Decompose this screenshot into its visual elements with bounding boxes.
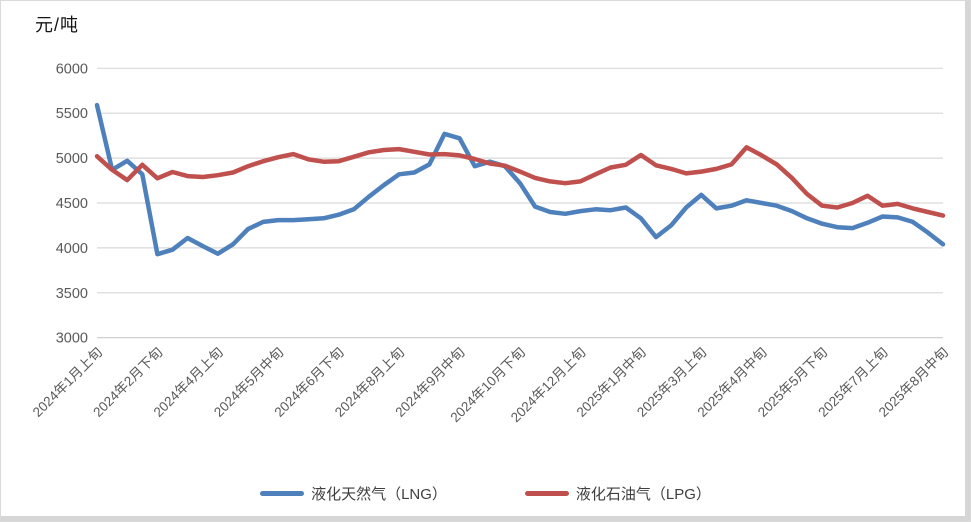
- y-tick-label: 3000: [56, 331, 88, 347]
- y-tick-label: 4500: [56, 196, 88, 212]
- series-line-1: [94, 145, 946, 218]
- legend-label-1: 液化石油气（LPG）: [575, 485, 711, 503]
- y-tick-label: 4000: [56, 241, 88, 257]
- y-tick-label: 5000: [56, 151, 88, 167]
- legend-item-1: 液化石油气（LPG）: [524, 483, 711, 504]
- y-tick-label: 5500: [56, 106, 88, 122]
- y-tick-label: 6000: [56, 61, 88, 77]
- y-axis-unit-label: 元/吨: [35, 15, 80, 35]
- legend-swatch-0: [260, 490, 305, 496]
- y-tick-label: 3500: [56, 286, 88, 302]
- legend-label-0: 液化天然气（LNG）: [311, 485, 447, 503]
- series-line-0: [94, 102, 946, 257]
- legend-swatch-1: [524, 490, 569, 496]
- legend-item-0: 液化天然气（LNG）: [260, 483, 447, 504]
- chart-legend: 液化天然气（LNG） 液化石油气（LPG）: [1, 477, 970, 509]
